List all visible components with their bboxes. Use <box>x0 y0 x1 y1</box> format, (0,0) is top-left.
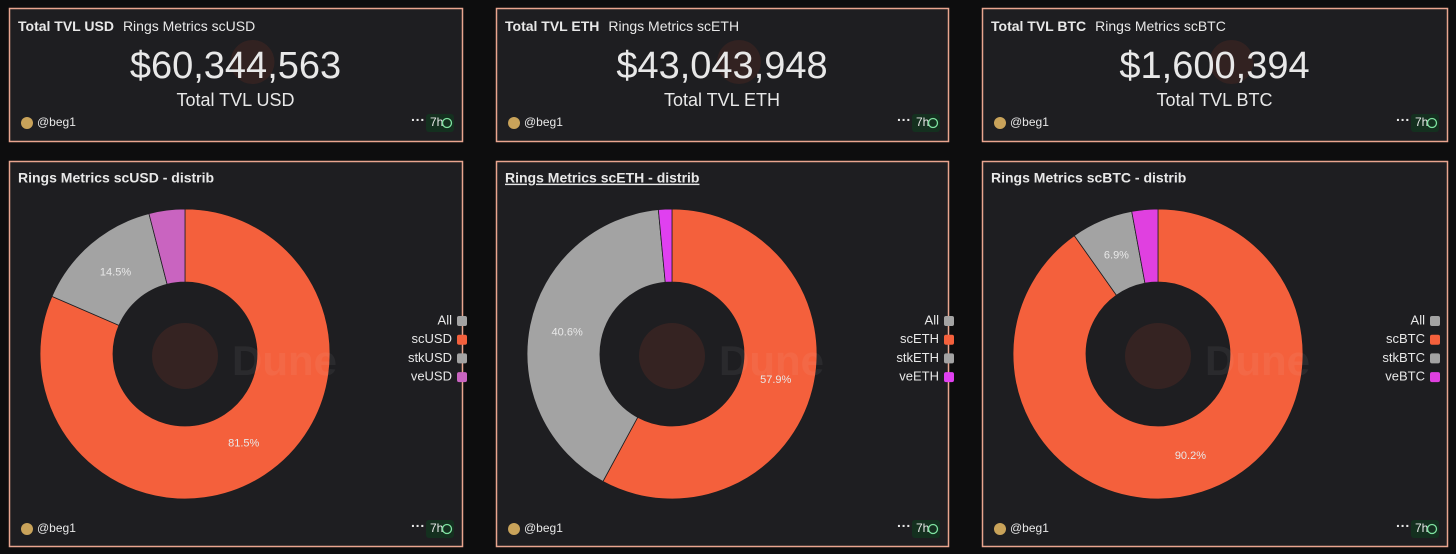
counter-value: $1,600,394 <box>1119 45 1309 87</box>
counter-label: Total TVL BTC <box>1156 90 1272 110</box>
age: 7h <box>916 521 929 535</box>
counter-panel <box>495 7 950 143</box>
legend-swatch[interactable] <box>944 334 954 345</box>
counter-label: Total TVL ETH <box>664 90 780 110</box>
more-menu[interactable]: ··· <box>411 518 425 534</box>
query: Rings Metrics scETH <box>608 18 739 34</box>
logo-watermark <box>152 323 218 389</box>
legend-label[interactable]: stkUSD <box>408 350 452 365</box>
slice-label: 81.5% <box>228 437 259 449</box>
age: 7h <box>916 115 929 129</box>
watermark: Dune <box>719 337 824 384</box>
age: 7h <box>1415 521 1428 535</box>
avatar <box>508 117 520 129</box>
legend-swatch[interactable] <box>1430 372 1440 383</box>
chart-title[interactable]: Rings Metrics scETH - distrib <box>505 170 699 186</box>
title: Total TVL USD <box>18 18 114 34</box>
legend-swatch[interactable] <box>944 372 954 383</box>
age: 7h <box>1415 115 1428 129</box>
more-menu[interactable]: ··· <box>1396 518 1410 534</box>
panel-title[interactable]: Total TVL ETH Rings Metrics scETH <box>505 18 739 34</box>
more-menu[interactable]: ··· <box>897 112 911 128</box>
check-icon <box>1426 117 1438 129</box>
legend-label[interactable]: scUSD <box>412 331 452 346</box>
query: Rings Metrics scUSD <box>123 18 255 34</box>
author: @beg1 <box>1010 115 1049 129</box>
pie-slice[interactable] <box>39 208 331 500</box>
counter-value: $43,043,948 <box>616 45 827 87</box>
slice-label: 40.6% <box>552 327 583 339</box>
counter-label: Total TVL USD <box>176 90 294 110</box>
avatar <box>994 523 1006 535</box>
legend-swatch[interactable] <box>457 353 467 364</box>
pie-slice[interactable] <box>657 208 673 283</box>
check-icon <box>1426 523 1438 535</box>
legend-label[interactable]: All <box>925 312 940 327</box>
logo-watermark <box>1125 323 1191 389</box>
legend-swatch[interactable] <box>1430 353 1440 364</box>
pie-slice[interactable] <box>526 209 666 483</box>
avatar <box>994 117 1006 129</box>
pie-slice[interactable] <box>602 208 818 500</box>
legend-label[interactable]: All <box>1411 312 1426 327</box>
counter-value: $60,344,563 <box>130 45 341 87</box>
age: 7h <box>430 521 443 535</box>
avatar <box>508 523 520 535</box>
logo-watermark <box>1209 40 1254 84</box>
logo-watermark <box>717 40 761 84</box>
panel-title[interactable]: Total TVL BTC Rings Metrics scBTC <box>991 18 1226 34</box>
watermark: Dune <box>1205 337 1310 384</box>
legend-swatch[interactable] <box>457 316 467 326</box>
legend-swatch[interactable] <box>944 353 954 364</box>
slice-label: 14.5% <box>100 267 131 279</box>
check-icon <box>441 117 453 129</box>
legend-label[interactable]: All <box>438 312 453 327</box>
chart-title[interactable]: Rings Metrics scUSD - distrib <box>18 170 214 186</box>
author: @beg1 <box>1010 521 1049 535</box>
more-menu[interactable]: ··· <box>897 518 911 534</box>
more-menu[interactable]: ··· <box>411 112 425 128</box>
check-icon <box>441 523 453 535</box>
chart-title[interactable]: Rings Metrics scBTC - distrib <box>991 170 1186 186</box>
title: Total TVL BTC <box>991 18 1086 34</box>
legend-label[interactable]: veETH <box>899 369 939 384</box>
slice-label: 90.2% <box>1175 450 1206 462</box>
legend-label[interactable]: stkBTC <box>1382 350 1425 365</box>
legend-swatch[interactable] <box>1430 334 1440 345</box>
watermark: Dune <box>232 337 337 384</box>
slice-label: 57.9% <box>760 374 791 386</box>
logo-watermark <box>639 323 705 389</box>
legend-label[interactable]: scBTC <box>1386 331 1425 346</box>
legend-swatch[interactable] <box>944 316 954 326</box>
author: @beg1 <box>524 521 563 535</box>
age: 7h <box>430 115 443 129</box>
slice-label: 6.9% <box>1104 249 1129 261</box>
legend-swatch[interactable] <box>457 334 467 345</box>
legend-swatch[interactable] <box>457 372 467 383</box>
author: @beg1 <box>37 115 76 129</box>
pie-slice[interactable] <box>1012 208 1304 500</box>
query: Rings Metrics scBTC <box>1095 18 1226 34</box>
legend-label[interactable]: veBTC <box>1385 369 1425 384</box>
panel-title[interactable]: Total TVL USD Rings Metrics scUSD <box>18 18 255 34</box>
check-icon <box>927 117 939 129</box>
pie-slice[interactable] <box>148 208 186 285</box>
legend-swatch[interactable] <box>1430 316 1440 326</box>
legend-label[interactable]: veUSD <box>411 369 452 384</box>
pie-slice[interactable] <box>1131 208 1159 284</box>
legend-label[interactable]: scETH <box>900 331 939 346</box>
avatar <box>21 117 33 129</box>
check-icon <box>927 523 939 535</box>
author: @beg1 <box>37 521 76 535</box>
title: Total TVL ETH <box>505 18 599 34</box>
legend-label[interactable]: stkETH <box>896 350 939 365</box>
logo-watermark <box>230 40 275 84</box>
avatar <box>21 523 33 535</box>
author: @beg1 <box>524 115 563 129</box>
more-menu[interactable]: ··· <box>1396 112 1410 128</box>
